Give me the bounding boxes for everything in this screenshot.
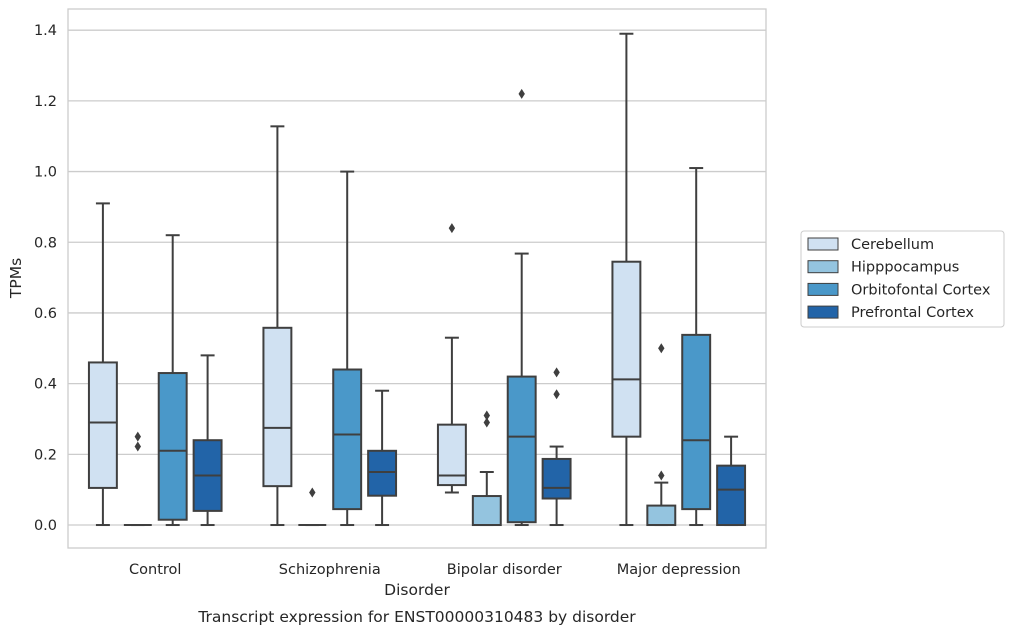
outlier-point (658, 470, 665, 481)
y-tick-label: 0.6 (34, 306, 57, 322)
x-tick-label: Bipolar disorder (447, 562, 562, 578)
x-tick-label: Schizophrenia (279, 562, 381, 578)
outlier-point (134, 431, 141, 442)
box-hipppocampus (123, 431, 152, 527)
outlier-point (309, 487, 316, 498)
x-tick-label: Control (129, 562, 181, 578)
box-iqr (541, 457, 572, 500)
box-orbitofontal-cortex (681, 167, 712, 527)
x-axis-label: Disorder (384, 581, 450, 599)
legend-swatch (807, 305, 839, 319)
box-orbitofontal-cortex (157, 234, 188, 527)
box-cerebellum (611, 32, 642, 527)
box-cerebellum (436, 223, 467, 494)
outlier-point (483, 410, 490, 421)
box-orbitofontal-cortex (332, 170, 363, 527)
box-prefrontal-cortex (541, 367, 572, 527)
legend-swatch (807, 282, 839, 296)
y-tick-label: 0.8 (34, 235, 57, 251)
outlier-point (553, 389, 560, 400)
box-iqr (716, 464, 747, 527)
legend-label: Prefrontal Cortex (851, 305, 974, 321)
y-tick-label: 0.4 (34, 377, 57, 393)
box-plots (87, 32, 747, 527)
x-tick-labels: Control Schizophrenia Bipolar disorder Majo… (129, 562, 741, 578)
box-iqr (157, 372, 188, 521)
y-tick-label: 1.2 (34, 94, 57, 110)
box-prefrontal-cortex (716, 435, 747, 527)
box-iqr (611, 260, 642, 438)
legend-frame (800, 230, 1005, 328)
legend-label: Cerebellum (851, 237, 934, 253)
legend-label: Orbitofontal Cortex (851, 282, 991, 298)
x-tick-label: Major depression (617, 562, 741, 578)
outlier-point (553, 367, 560, 378)
box-iqr (681, 333, 712, 511)
legend-swatch (807, 237, 839, 251)
legend-label: Hipppocampus (851, 260, 959, 276)
box-iqr (367, 449, 398, 497)
box-iqr (646, 504, 677, 527)
box-cerebellum (262, 125, 293, 527)
outlier-point (134, 441, 141, 452)
box-iqr (471, 495, 502, 527)
legend-swatch (807, 260, 839, 274)
box-hipppocampus (471, 410, 502, 527)
outlier-point (518, 88, 525, 99)
box-iqr (262, 326, 293, 488)
y-tick-label: 0.0 (34, 518, 57, 534)
box-iqr (332, 368, 363, 511)
legend: Cerebellum Hipppocampus Orbitofontal Corte… (800, 230, 1005, 328)
chart-caption: Transcript expression for ENST0000031048… (197, 608, 636, 626)
box-prefrontal-cortex (367, 389, 398, 527)
outlier-point (448, 223, 456, 234)
y-tick-labels: 0.0 0.2 0.4 0.6 0.8 1.0 1.2 1.4 (34, 23, 57, 534)
plot-frame (67, 8, 767, 549)
box-cerebellum (87, 202, 118, 527)
outlier-point (483, 417, 490, 428)
box-prefrontal-cortex (192, 354, 223, 527)
outlier-point (658, 343, 665, 354)
y-tick-label: 1.4 (34, 23, 57, 39)
box-iqr (506, 375, 537, 524)
y-axis-label: TPMs (7, 258, 25, 299)
box-orbitofontal-cortex (506, 88, 537, 527)
y-tick-label: 1.0 (34, 165, 57, 181)
box-hipppocampus (298, 487, 327, 527)
box-iqr (87, 361, 118, 489)
y-tick-label: 0.2 (34, 447, 57, 463)
box-hipppocampus (646, 343, 677, 527)
